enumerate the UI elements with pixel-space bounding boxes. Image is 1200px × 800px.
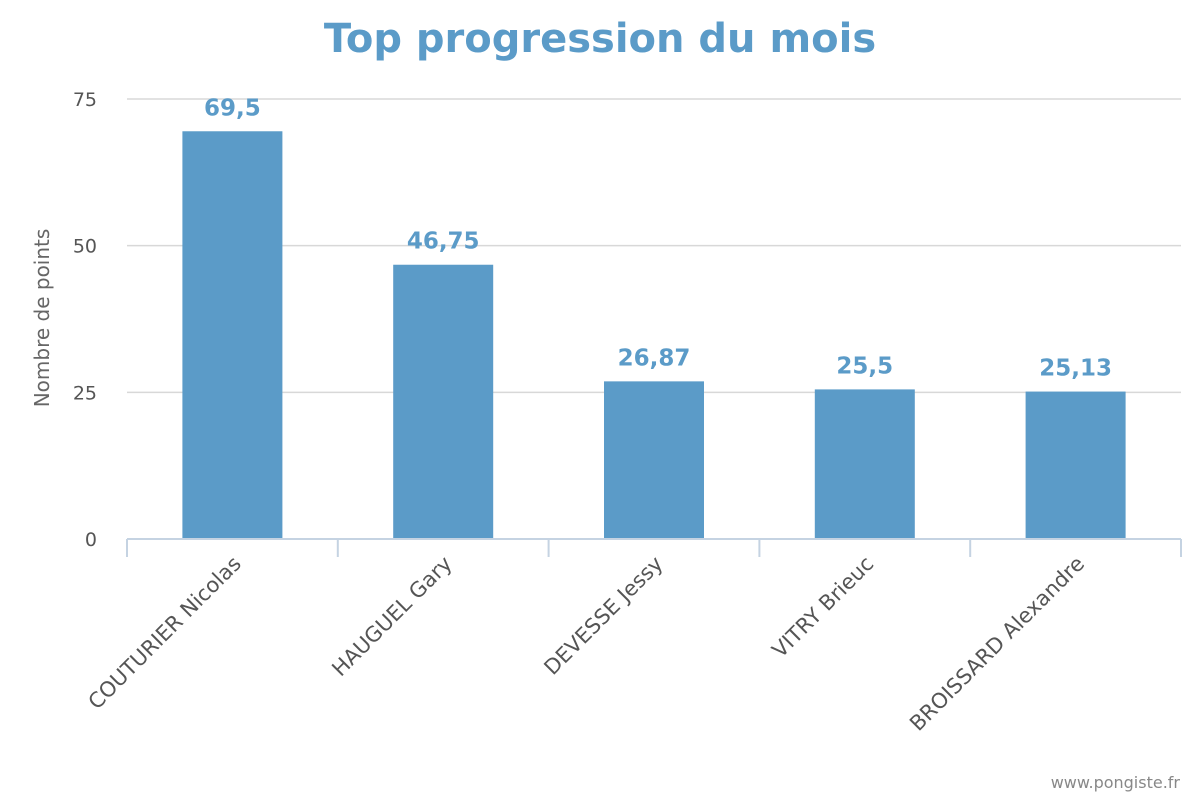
y-tick-label: 0 [85,529,97,551]
chart-title: Top progression du mois [324,16,876,62]
data-label: 26,87 [618,345,691,371]
x-tick-label: DEVESSE Jessy [539,552,667,680]
y-tick-label: 50 [73,236,97,258]
y-tick-label: 25 [73,382,97,404]
x-tick-label: BROISSARD Alexandre [905,552,1089,736]
x-tick-label: HAUGUEL Gary [327,552,456,681]
bar[interactable] [1025,391,1126,539]
data-labels: 69,5 46,75 26,87 25,5 25,13 [204,95,1112,381]
credit-text[interactable]: www.pongiste.fr [1051,773,1181,792]
bar[interactable] [182,131,283,539]
data-label: 25,13 [1039,356,1112,382]
bar[interactable] [604,381,704,539]
bar[interactable] [814,389,915,539]
x-tick-label: VITRY Brieuc [767,552,878,663]
bar[interactable] [393,264,494,539]
x-tick-label: COUTURIER Nicolas [84,552,246,714]
data-label: 25,5 [836,353,893,379]
data-label: 46,75 [407,229,480,255]
x-axis [126,538,1182,557]
y-tick-label: 75 [73,89,97,111]
x-tick-labels: COUTURIER Nicolas HAUGUEL Gary DEVESSE Jes… [84,552,1090,736]
data-label: 69,5 [204,95,261,121]
bars [182,131,1126,539]
y-axis-label: Nombre de points [30,229,54,408]
